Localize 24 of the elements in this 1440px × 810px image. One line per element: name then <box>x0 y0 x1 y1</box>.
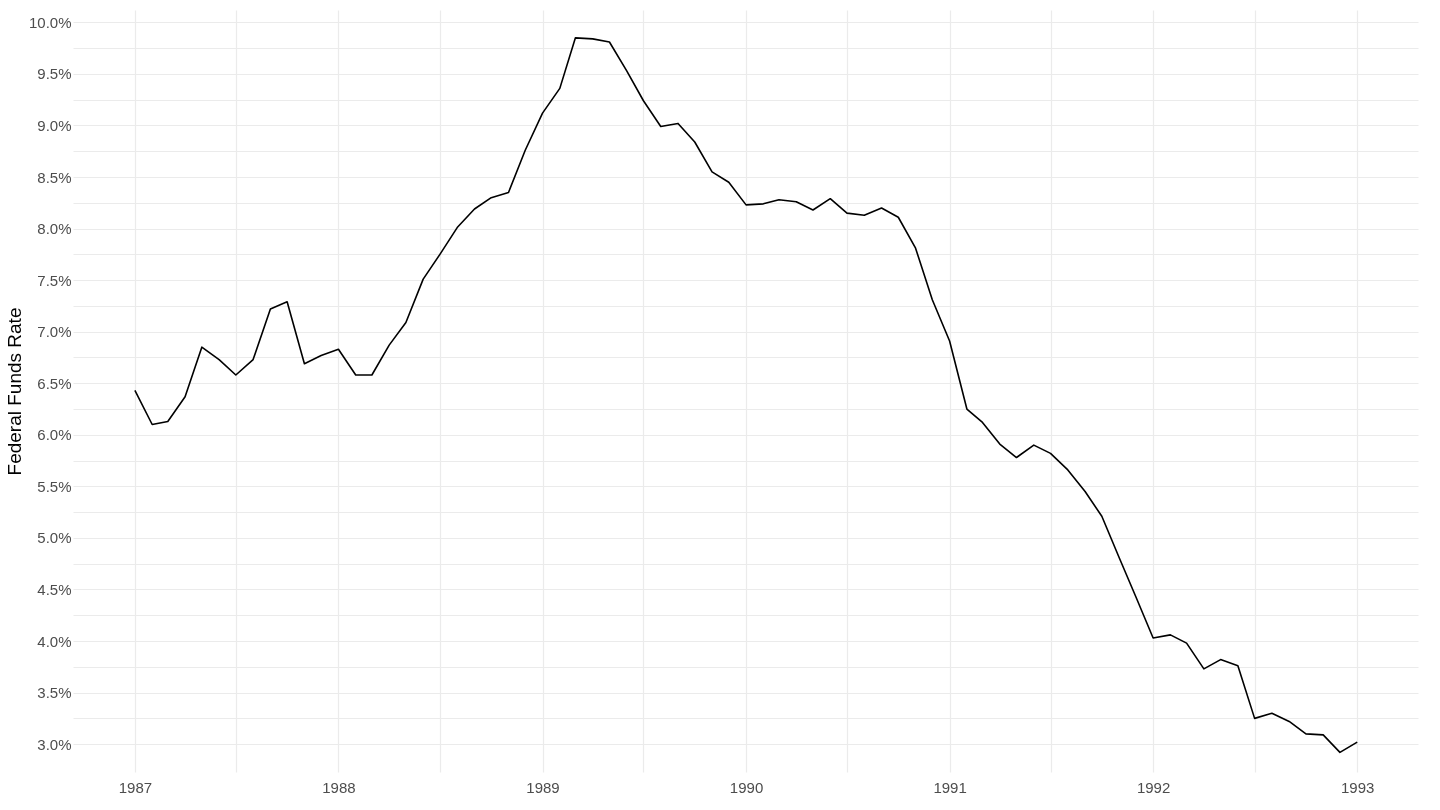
y-axis-title: Federal Funds Rate <box>3 307 25 476</box>
y-tick-label: 4.5% <box>37 580 72 598</box>
y-tick-label: 3.0% <box>37 735 72 753</box>
y-tick-label: 10.0% <box>28 13 72 31</box>
x-tick-label: 1993 <box>1341 778 1375 796</box>
y-tick-label: 9.0% <box>37 116 72 134</box>
x-tick-label: 1989 <box>526 778 560 796</box>
y-tick-label: 4.0% <box>37 632 72 650</box>
x-tick-label: 1988 <box>322 778 356 796</box>
y-tick-label: 8.5% <box>37 168 72 186</box>
y-tick-label: 9.5% <box>37 65 72 83</box>
y-tick-label: 3.5% <box>37 684 72 702</box>
line-series <box>134 37 1359 754</box>
y-tick-label: 5.0% <box>37 529 72 547</box>
y-tick-label: 8.0% <box>37 220 72 238</box>
y-tick-label: 7.5% <box>37 271 72 289</box>
x-tick-label: 1987 <box>118 778 153 796</box>
x-tick-label: 1991 <box>933 778 967 796</box>
y-tick-label: 6.5% <box>37 374 72 392</box>
x-tick-label: 1992 <box>1136 778 1171 796</box>
y-tick-label: 5.5% <box>37 477 72 495</box>
x-tick-label: 1990 <box>729 778 764 796</box>
y-tick-label: 6.0% <box>37 426 72 444</box>
y-tick-label: 7.0% <box>37 323 72 341</box>
